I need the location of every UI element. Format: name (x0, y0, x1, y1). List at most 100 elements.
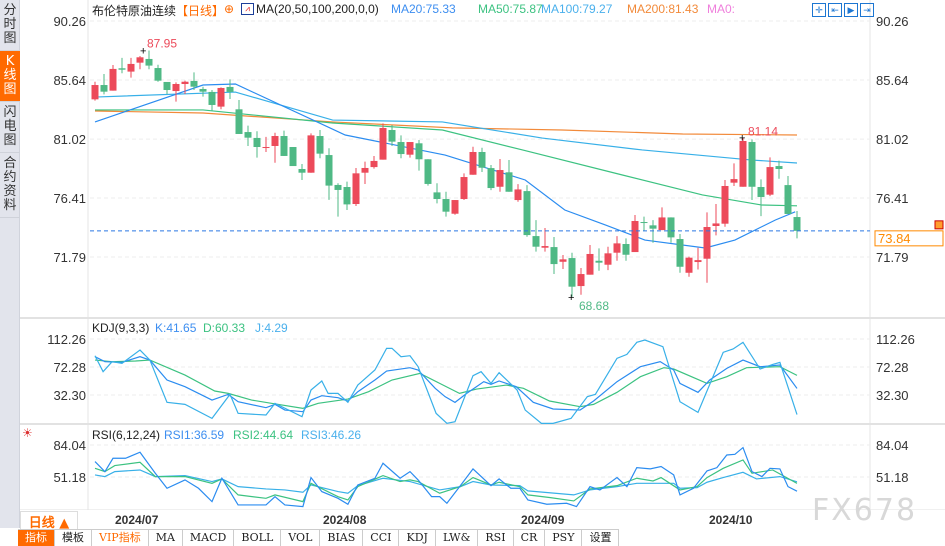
tab-templates[interactable]: 模板 (55, 530, 92, 546)
rsi-label: RSI(6,12,24) (92, 428, 161, 442)
tab-settings[interactable]: 设置 (582, 530, 620, 546)
candle-body (532, 236, 540, 247)
candle-body (505, 172, 513, 192)
kdj-k-value: K:41.65 (155, 321, 197, 335)
ma100-value: MA100:79.27 (541, 2, 613, 16)
candle-body (586, 253, 594, 275)
zoom-range-icon[interactable]: ⇤ (828, 3, 842, 17)
candle-body (649, 225, 657, 229)
tab-macd[interactable]: MACD (182, 530, 235, 546)
candle-body (793, 217, 801, 231)
jump-end-icon[interactable]: ⇥ (860, 3, 874, 17)
tab-flash[interactable]: 闪电图 (0, 102, 20, 153)
price-tick-right: 90.26 (876, 14, 909, 29)
rsi-tick-left: 51.18 (53, 470, 86, 485)
kdj-tick-left: 32.30 (53, 388, 86, 403)
candle-body (595, 260, 603, 263)
tab-lwr[interactable]: LW& (435, 530, 479, 546)
candle-body (550, 247, 558, 265)
candle-body (334, 184, 342, 190)
kdj-tick-right: 72.28 (876, 360, 909, 375)
tab-rsi[interactable]: RSI (478, 530, 514, 546)
candle-body (676, 239, 684, 267)
candle-body (316, 136, 324, 154)
candle-body (163, 81, 171, 91)
ma50-value: MA50:75.87 (478, 2, 543, 16)
candle-body (757, 187, 765, 197)
ma200-line (94, 110, 798, 136)
candle-body (685, 257, 693, 273)
low-price-label: 68.68 (579, 299, 609, 313)
tab-bias[interactable]: BIAS (320, 530, 364, 546)
candle-body (631, 221, 639, 253)
kdj-j-line (94, 339, 798, 425)
candle-body (379, 127, 387, 160)
candle-body (433, 192, 441, 200)
candle-body (136, 57, 144, 63)
high2-marker: + (739, 133, 745, 145)
candle-body (208, 91, 216, 105)
settings-sun-icon[interactable]: ☀ (22, 426, 33, 440)
tab-indicators[interactable]: 指标 (18, 530, 55, 546)
candle-body (622, 244, 630, 255)
tab-vip-indicators[interactable]: VIP指标 (92, 530, 149, 546)
candle-body (739, 141, 747, 187)
candle-body (289, 147, 297, 167)
price-tick-left: 81.02 (53, 132, 86, 147)
candle-body (388, 130, 396, 142)
candle-body (577, 274, 585, 287)
tab-intraday[interactable]: 分时图 (0, 0, 20, 51)
candle-body (703, 227, 711, 259)
watermark: FX678 (812, 493, 918, 528)
kdj-j-value: J:4.29 (255, 321, 288, 335)
alert-icon (934, 220, 944, 230)
candle-body (172, 84, 180, 92)
rsi1-value: RSI1:36.59 (164, 428, 225, 442)
kdj-d-line (94, 359, 798, 409)
rsi3-value: RSI3:46.26 (301, 428, 362, 442)
price-tick-left: 90.26 (53, 14, 86, 29)
candle-body (127, 63, 135, 72)
candle-body (226, 86, 234, 92)
ma-chart-icon[interactable]: ⩘ (241, 3, 254, 15)
candle-body (712, 223, 720, 226)
rsi-tick-left: 84.04 (53, 438, 86, 453)
play-icon[interactable]: ▶ (844, 3, 858, 17)
tab-boll[interactable]: BOLL (234, 530, 282, 546)
candle-body (694, 260, 702, 263)
candle-body (325, 155, 333, 186)
date-tick: 2024/07 (115, 513, 159, 527)
candle-body (775, 166, 783, 169)
candle-body (784, 185, 792, 214)
kdj-d-value: D:60.33 (203, 321, 246, 335)
date-tick: 2024/09 (521, 513, 565, 527)
candle-body (469, 151, 477, 175)
kdj-tick-left: 112.26 (47, 332, 86, 347)
tab-psy[interactable]: PSY (545, 530, 583, 546)
tab-contract-info[interactable]: 合约资料 (0, 153, 20, 218)
tab-cci[interactable]: CCI (363, 530, 400, 546)
candle-body (271, 136, 279, 146)
kline-chart[interactable]: 90.26 90.26 85.64 85.64 81.02 81.02 76.41 76.41… (0, 0, 945, 510)
tab-kdj[interactable]: KDJ (399, 530, 436, 546)
tab-kline[interactable]: K线图 (0, 51, 20, 102)
candle-body (406, 142, 414, 155)
rsi3-line (94, 469, 798, 496)
price-tick-right: 76.41 (876, 191, 909, 206)
add-indicator-icon[interactable]: ⊕ (224, 2, 235, 16)
tab-cr[interactable]: CR (513, 530, 546, 546)
high-price-label: 87.95 (147, 37, 177, 51)
tab-ma[interactable]: MA (148, 530, 183, 546)
candle-body (235, 109, 243, 134)
kdj-tick-left: 72.28 (53, 360, 86, 375)
candle-body (370, 160, 378, 168)
crosshair-icon[interactable]: ✛ (812, 3, 826, 17)
chart-toolbar: ✛ ⇤ ▶ ⇥ (812, 3, 874, 17)
candle-body (748, 142, 756, 187)
candle-body (478, 151, 486, 168)
tab-vol[interactable]: VOL (281, 530, 321, 546)
candle-body (604, 253, 612, 265)
rsi2-value: RSI2:44.64 (233, 428, 294, 442)
current-price-box (874, 230, 944, 247)
period-selector[interactable]: 日线 ▲ (20, 511, 78, 531)
